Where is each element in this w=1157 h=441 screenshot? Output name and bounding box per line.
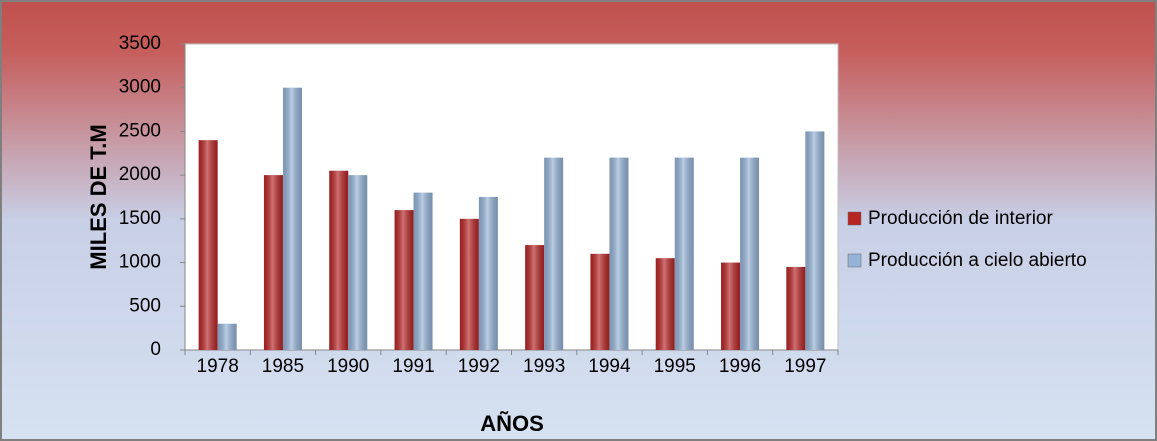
x-tick-label: 1990 (327, 356, 369, 377)
x-tick-label: 1978 (197, 356, 239, 377)
legend-label: Producción a cielo abierto (868, 250, 1087, 271)
bar-shine (394, 210, 414, 350)
y-tick-label: 1500 (119, 208, 161, 229)
x-axis-title: AÑOS (480, 411, 544, 436)
bar-shine (609, 157, 629, 350)
y-tick-label: 2500 (119, 120, 161, 141)
bar-shine (282, 87, 302, 350)
y-axis-title: MILES DE T.M (86, 124, 111, 269)
x-tick-label: 1996 (719, 356, 761, 377)
bar-shine (655, 258, 675, 350)
x-tick-label: 1997 (784, 356, 826, 377)
x-tick-label: 1993 (523, 356, 565, 377)
y-tick-label: 2000 (119, 164, 161, 185)
y-tick-label: 3500 (119, 33, 161, 54)
y-tick-label: 1000 (119, 252, 161, 273)
bar-shine (721, 262, 741, 350)
bar-shine (348, 175, 368, 350)
y-tick-label: 500 (129, 295, 161, 316)
x-tick-label: 1992 (458, 356, 500, 377)
bar-shine (459, 218, 479, 350)
bar-shine (544, 157, 564, 350)
x-tick-label: 1995 (654, 356, 696, 377)
bar-shine (590, 253, 610, 350)
bar-shine (329, 170, 349, 350)
bar-shine (263, 175, 283, 350)
bar-shine (413, 192, 433, 350)
legend-swatch (847, 211, 862, 226)
legend-swatch (847, 253, 862, 268)
bar-shine (786, 266, 806, 350)
bar-shine (740, 157, 760, 350)
bar-shine (805, 131, 825, 350)
y-tick-label: 3000 (119, 77, 161, 98)
bar-shine (198, 140, 218, 350)
y-tick-label: 0 (150, 339, 161, 360)
bar-shine (525, 245, 545, 350)
bar-shine (217, 323, 237, 350)
x-tick-label: 1991 (392, 356, 434, 377)
legend-label: Producción de interior (868, 208, 1053, 229)
x-tick-label: 1985 (262, 356, 304, 377)
x-tick-label: 1994 (588, 356, 631, 377)
bar-shine (478, 197, 498, 350)
bar-shine (674, 157, 694, 350)
